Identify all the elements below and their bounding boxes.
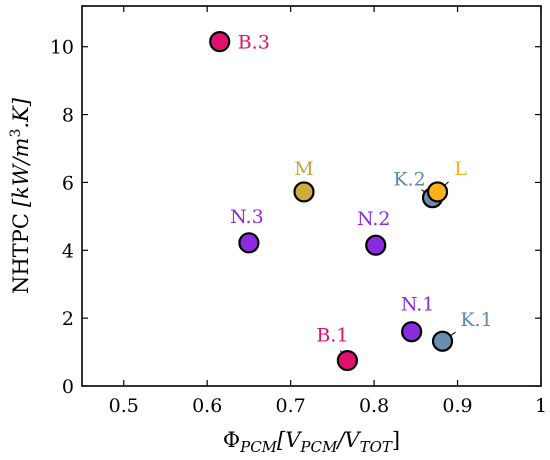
- point-label-b3: B.3: [238, 32, 270, 54]
- point-b1: [336, 349, 358, 372]
- y-tick-label: 0: [62, 376, 74, 398]
- x-tick-label: 0.5: [109, 395, 139, 417]
- x-tick-label: 0.7: [276, 395, 306, 417]
- point-label-b1: B.1: [316, 325, 348, 347]
- point-l: [426, 181, 449, 203]
- x-tick-label: 0.9: [442, 395, 472, 417]
- y-tick-label: 10: [50, 37, 74, 59]
- x-tick-label: 1: [535, 395, 547, 417]
- point-label-l: L: [454, 158, 467, 180]
- point-n2: [365, 234, 387, 256]
- y-tick-label: 4: [62, 240, 74, 262]
- data-point-labels: B.3 M N.3 N.2K.2 L N.1 K.1 B.1: [230, 32, 493, 347]
- x-tick-label: 0.6: [192, 395, 222, 417]
- x-tick-label: 0.8: [359, 395, 389, 417]
- y-axis-label-main: NHTPC: [9, 213, 33, 294]
- point-label-n2: N.2: [357, 208, 391, 230]
- point-n1: [401, 321, 423, 343]
- point-b3: [209, 31, 231, 53]
- y-axis-label-units-end: .K]: [9, 97, 33, 128]
- x-axis-label-sub: PCM: [239, 438, 278, 456]
- y-axis-label: NHTPC [kW/m3.K]: [8, 97, 33, 294]
- x-axis-label-phi: Φ: [223, 428, 240, 452]
- x-axis-label-slash: /V: [335, 428, 361, 452]
- x-axis-label-close: ]: [392, 428, 400, 452]
- point-label-n1: N.1: [401, 294, 435, 316]
- point-label-m: M: [294, 158, 313, 180]
- y-axis-label-sup: 3: [8, 129, 24, 138]
- y-tick-label: 2: [62, 308, 74, 330]
- x-tick-labels: 0.5 0.6 0.7 0.8 0.9 1: [109, 395, 547, 417]
- point-k1: [431, 330, 454, 352]
- x-axis-label-sub2: PCM: [299, 438, 338, 456]
- y-tick-label: 8: [62, 105, 74, 127]
- y-tick-labels: 0 2 4 6 8 10: [50, 37, 74, 398]
- point-label-k2: K.2: [393, 169, 425, 191]
- point-m: [293, 181, 315, 203]
- y-axis-label-units: [kW/m: [9, 138, 33, 208]
- x-axis-label: ΦPCM[VPCM/VTOT]: [223, 428, 400, 456]
- plot-frame: [81, 5, 542, 387]
- y-tick-label: 6: [62, 172, 74, 194]
- point-label-n3: N.3: [230, 206, 264, 228]
- x-axis-label-open: [V: [277, 428, 302, 452]
- data-points: [209, 31, 454, 372]
- point-n3: [238, 232, 260, 254]
- point-label-k1: K.1: [460, 309, 492, 331]
- x-axis-label-sub3: TOT: [360, 438, 393, 456]
